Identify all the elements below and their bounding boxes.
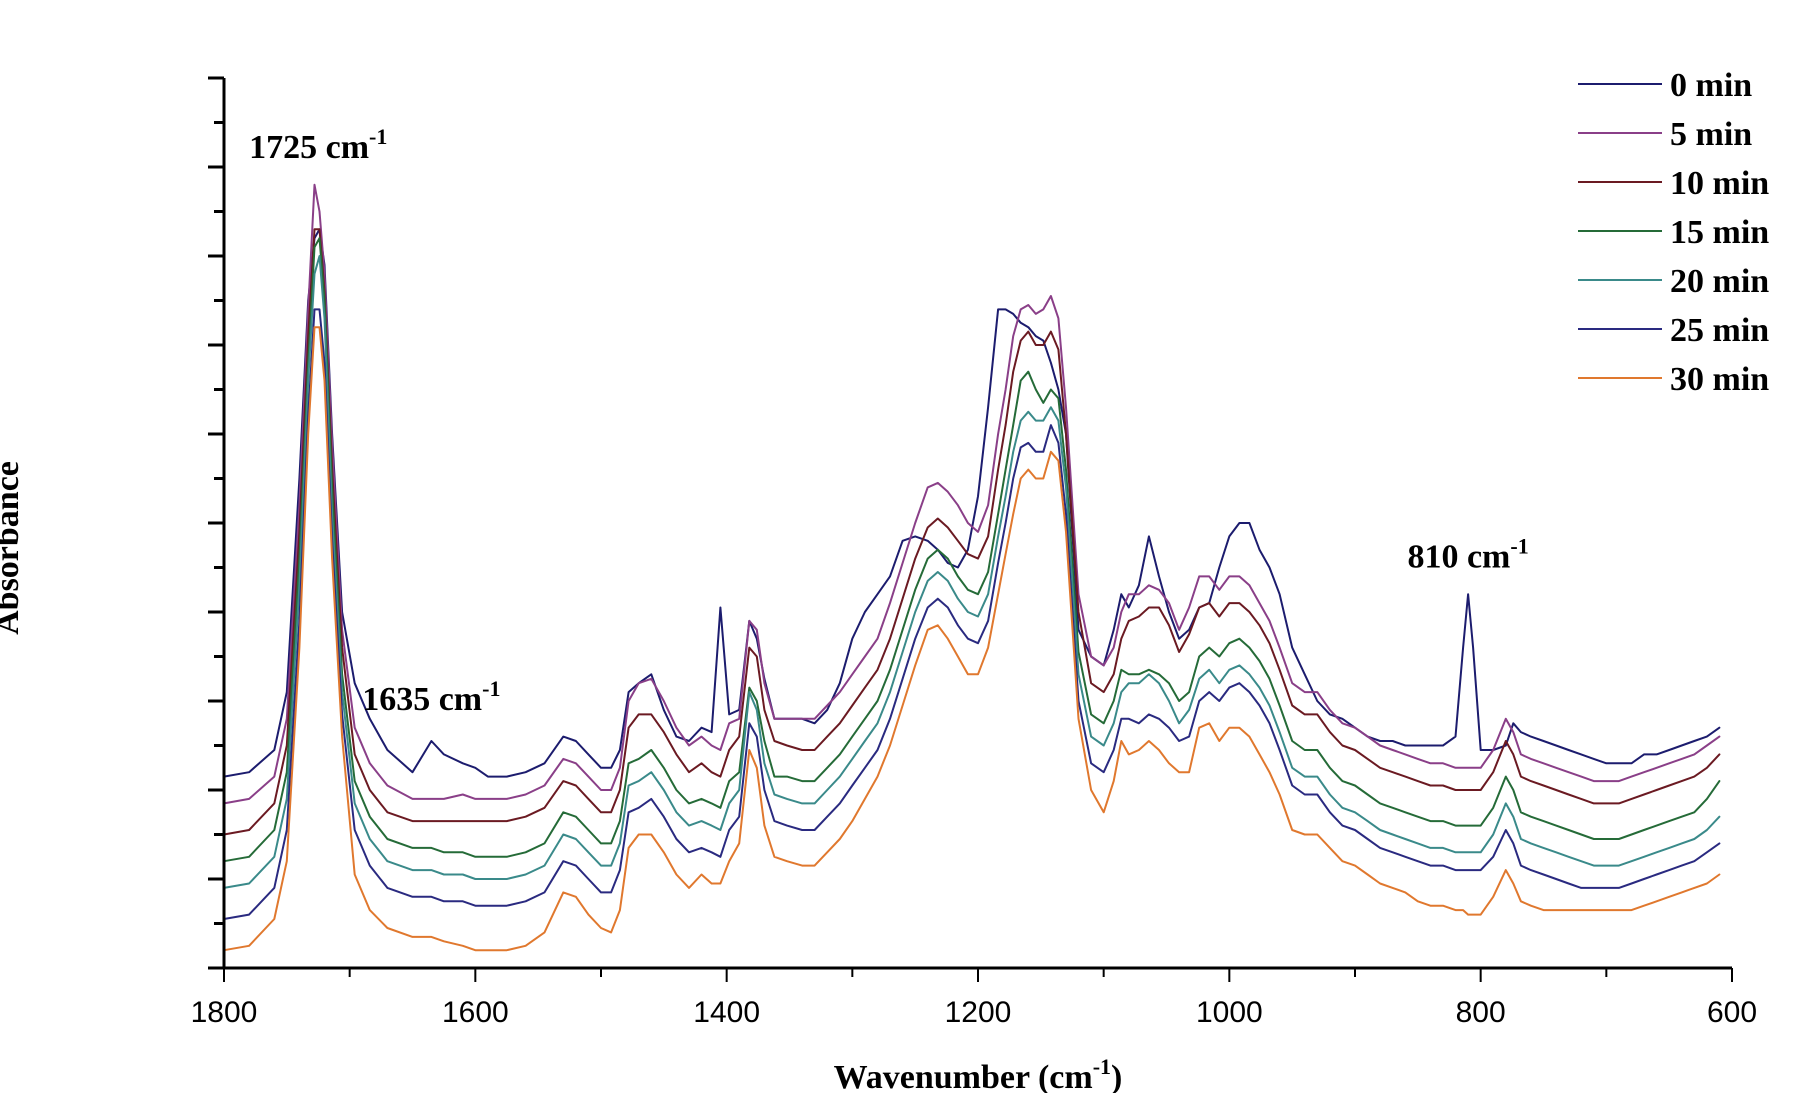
legend-label: 10 min — [1670, 165, 1769, 202]
x-tick-label: 1800 — [191, 996, 258, 1029]
x-ticks-layer: 1800 1600 1400 1200 1000 800 600 — [191, 968, 1757, 1029]
series-layer — [223, 183, 1721, 952]
series-line-15-min — [223, 237, 1721, 863]
series-line-10-min — [223, 228, 1721, 836]
annotations-layer: 1725 cm-1 1635 cm-1 810 cm-1 — [249, 124, 1529, 718]
legend-label: 0 min — [1670, 67, 1752, 104]
legend-label: 15 min — [1670, 214, 1769, 251]
peak-annotation: 810 cm-1 — [1407, 534, 1528, 576]
legend-label: 5 min — [1670, 116, 1752, 153]
y-ticks-layer — [208, 76, 224, 970]
x-tick-label: 800 — [1456, 996, 1506, 1029]
x-axis-title-sup: -1 — [1093, 1054, 1111, 1079]
series-line-20-min — [223, 255, 1721, 889]
x-tick-label: 1200 — [945, 996, 1012, 1029]
series-line-30-min — [223, 326, 1721, 952]
x-tick-label: 1600 — [442, 996, 509, 1029]
legend: 0 min 5 min 10 min 15 min 20 min 25 min 30 min — [1578, 67, 1769, 398]
axes-layer — [222, 78, 1732, 970]
peak-annotation: 1635 cm-1 — [362, 676, 500, 718]
x-axis-title: Wavenumber (cm-1) — [834, 1054, 1123, 1093]
legend-label: 30 min — [1670, 361, 1769, 398]
x-tick-label: 600 — [1707, 996, 1757, 1029]
series-line-0-min — [223, 228, 1721, 778]
y-axis-title: Absorbance — [0, 461, 26, 635]
legend-label: 25 min — [1670, 312, 1769, 349]
x-tick-label: 1000 — [1196, 996, 1263, 1029]
series-line-5-min — [223, 183, 1721, 805]
peak-annotation: 1725 cm-1 — [249, 124, 387, 166]
series-line-25-min — [223, 308, 1721, 920]
x-axis-title-tail: ) — [1111, 1059, 1122, 1093]
x-tick-label: 1400 — [693, 996, 760, 1029]
x-axis-title-main: Wavenumber (cm — [834, 1059, 1093, 1093]
legend-label: 20 min — [1670, 263, 1769, 300]
